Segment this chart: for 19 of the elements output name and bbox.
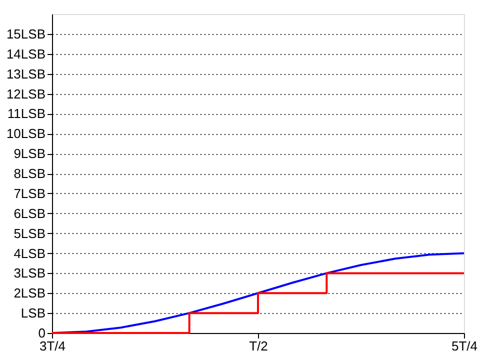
y-tick-label: 15LSB: [6, 26, 46, 42]
y-tick-label: 10LSB: [6, 126, 46, 142]
y-tick-label: 5LSB: [14, 226, 46, 241]
y-tick-label: 2LSB: [14, 286, 46, 301]
y-tick-label: 12LSB: [6, 86, 46, 102]
y-tick-label: 4LSB: [14, 246, 46, 261]
y-tick-label: 0: [38, 326, 46, 340]
y-tick-label: 14LSB: [6, 46, 46, 62]
y-tick-label: 11LSB: [7, 106, 46, 122]
y-tick-label: LSB: [20, 306, 46, 321]
y-tick-label: 3LSB: [14, 266, 46, 281]
x-tick-label: T/2: [249, 338, 268, 354]
x-tick-label: 3T/4: [39, 338, 66, 354]
x-tick-label: 5T/4: [451, 338, 478, 354]
y-tick-label: 13LSB: [6, 66, 46, 82]
y-tick-label: 7LSB: [14, 186, 46, 201]
y-tick-label: 8LSB: [14, 166, 46, 181]
y-tick-label: 9LSB: [14, 146, 46, 162]
y-tick-label: 6LSB: [14, 206, 46, 221]
